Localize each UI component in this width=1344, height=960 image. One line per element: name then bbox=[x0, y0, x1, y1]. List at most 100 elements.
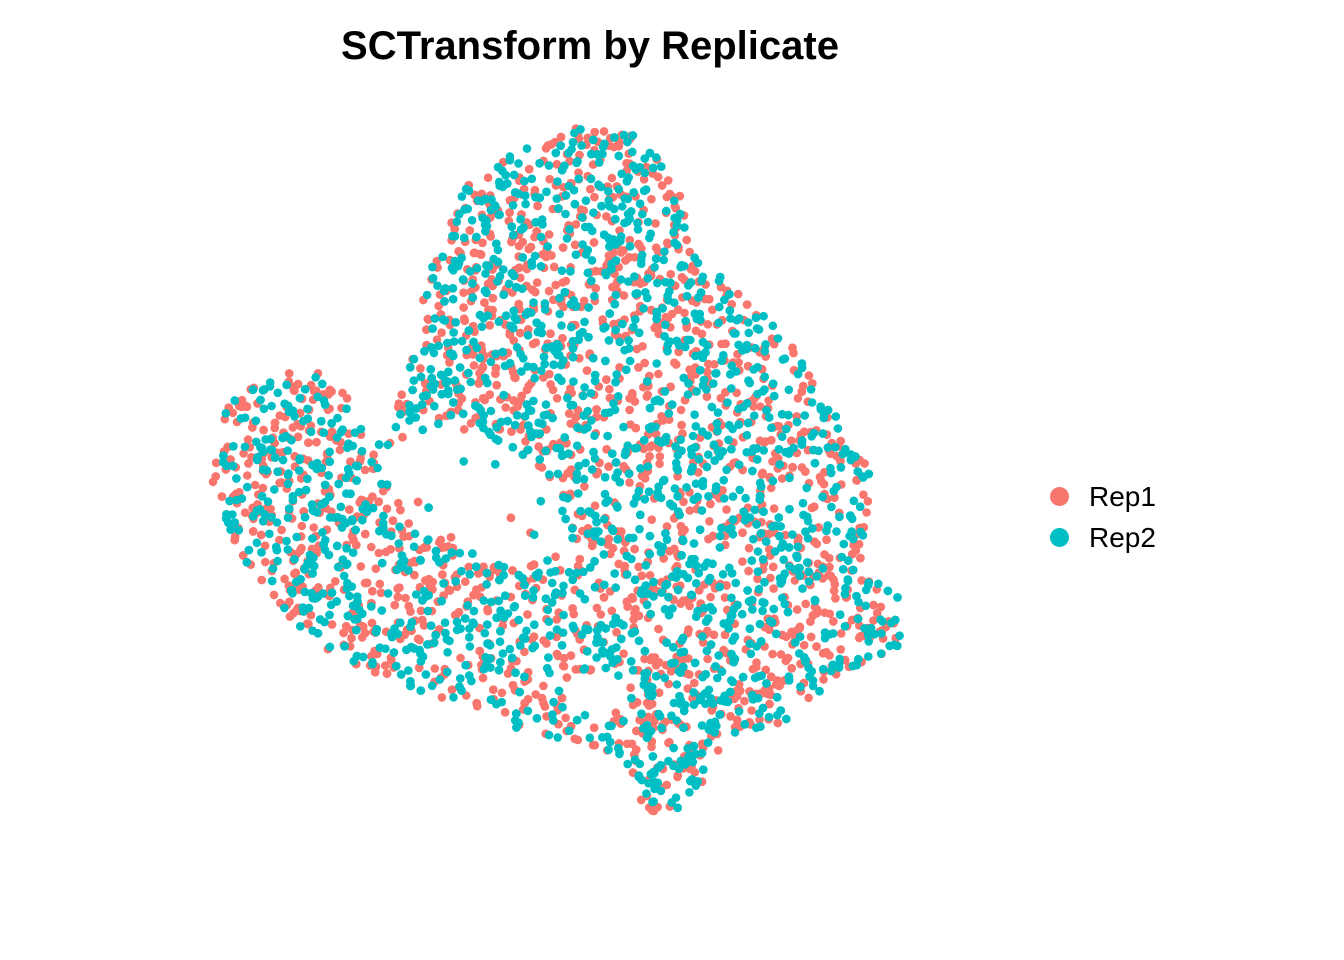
point-rep1 bbox=[744, 543, 754, 553]
point-rep1 bbox=[464, 562, 474, 572]
point-rep2 bbox=[840, 622, 850, 631]
point-rep2 bbox=[336, 502, 346, 512]
point-rep2 bbox=[423, 640, 432, 649]
point-rep2 bbox=[583, 647, 592, 656]
point-rep2 bbox=[537, 328, 547, 338]
point-rep1 bbox=[647, 515, 656, 524]
point-rep2 bbox=[404, 666, 413, 675]
point-rep2 bbox=[500, 591, 510, 600]
point-rep2 bbox=[449, 693, 458, 702]
point-rep2 bbox=[727, 361, 736, 371]
point-rep2 bbox=[893, 593, 902, 602]
point-rep1 bbox=[297, 521, 307, 531]
point-rep2 bbox=[699, 765, 708, 774]
point-rep2 bbox=[251, 416, 261, 426]
point-rep1 bbox=[720, 593, 730, 602]
point-rep1 bbox=[401, 593, 410, 603]
point-rep2 bbox=[652, 359, 661, 368]
point-rep2 bbox=[784, 410, 793, 420]
point-rep2 bbox=[520, 176, 529, 186]
point-rep2 bbox=[356, 424, 366, 434]
point-rep2 bbox=[641, 581, 650, 590]
point-rep2 bbox=[531, 218, 540, 227]
point-rep2 bbox=[691, 749, 700, 759]
point-rep2 bbox=[447, 548, 457, 557]
point-rep2 bbox=[837, 552, 847, 562]
point-rep2 bbox=[520, 580, 529, 590]
point-rep2 bbox=[303, 414, 313, 424]
point-rep2 bbox=[826, 468, 836, 478]
point-rep1 bbox=[642, 698, 652, 708]
point-rep1 bbox=[331, 577, 340, 586]
point-rep2 bbox=[753, 567, 763, 576]
point-rep2 bbox=[728, 515, 738, 524]
point-rep2 bbox=[568, 352, 578, 362]
point-rep1 bbox=[375, 579, 385, 589]
point-rep2 bbox=[659, 475, 669, 485]
point-rep2 bbox=[662, 206, 671, 216]
point-rep2 bbox=[713, 408, 723, 417]
point-rep2 bbox=[744, 597, 754, 606]
point-rep2 bbox=[676, 648, 685, 657]
point-rep2 bbox=[319, 499, 328, 508]
point-rep2 bbox=[624, 344, 634, 353]
point-rep2 bbox=[812, 572, 822, 581]
point-rep2 bbox=[252, 538, 262, 548]
point-rep2 bbox=[729, 329, 739, 338]
point-rep2 bbox=[352, 476, 361, 485]
point-rep2 bbox=[584, 507, 594, 516]
point-rep2 bbox=[404, 566, 413, 575]
point-rep2 bbox=[230, 518, 240, 527]
point-rep2 bbox=[530, 251, 540, 261]
point-rep2 bbox=[539, 411, 549, 420]
point-rep2 bbox=[853, 614, 863, 624]
point-rep2 bbox=[628, 666, 638, 675]
point-rep2 bbox=[761, 340, 770, 349]
point-rep2 bbox=[392, 565, 402, 574]
point-rep2 bbox=[796, 682, 805, 692]
point-rep2 bbox=[602, 270, 611, 280]
point-rep2 bbox=[611, 473, 620, 482]
point-rep2 bbox=[516, 225, 526, 234]
point-rep2 bbox=[767, 423, 776, 433]
point-rep2 bbox=[706, 640, 716, 649]
point-rep2 bbox=[431, 630, 440, 640]
point-rep2 bbox=[864, 578, 873, 587]
point-rep2 bbox=[558, 588, 567, 598]
point-rep2 bbox=[523, 331, 533, 340]
point-rep2 bbox=[320, 617, 329, 627]
point-rep2 bbox=[680, 342, 690, 352]
point-rep2 bbox=[797, 363, 807, 373]
point-rep1 bbox=[369, 450, 378, 460]
point-rep2 bbox=[273, 388, 283, 398]
point-rep1 bbox=[566, 651, 576, 660]
point-rep1 bbox=[258, 483, 268, 493]
point-rep1 bbox=[534, 442, 543, 451]
point-rep2 bbox=[685, 788, 694, 797]
point-rep1 bbox=[602, 212, 611, 221]
point-rep1 bbox=[361, 529, 370, 539]
point-rep2 bbox=[568, 533, 577, 543]
point-rep1 bbox=[634, 363, 643, 372]
point-rep2 bbox=[670, 484, 680, 493]
point-rep2 bbox=[735, 485, 744, 495]
point-rep2 bbox=[596, 537, 606, 546]
point-rep1 bbox=[607, 173, 617, 183]
point-rep2 bbox=[377, 606, 387, 615]
point-rep2 bbox=[784, 385, 794, 395]
point-rep2 bbox=[493, 277, 502, 286]
point-rep2 bbox=[752, 520, 761, 529]
point-rep2 bbox=[409, 376, 419, 385]
point-rep2 bbox=[742, 448, 751, 457]
point-rep1 bbox=[571, 220, 581, 229]
point-rep1 bbox=[478, 238, 487, 248]
point-rep2 bbox=[618, 202, 627, 211]
point-rep1 bbox=[619, 462, 628, 471]
point-rep2 bbox=[536, 496, 546, 506]
point-rep2 bbox=[317, 416, 326, 426]
point-rep2 bbox=[544, 617, 554, 626]
point-rep2 bbox=[579, 567, 588, 577]
point-rep2 bbox=[675, 510, 684, 520]
point-rep1 bbox=[466, 419, 476, 428]
